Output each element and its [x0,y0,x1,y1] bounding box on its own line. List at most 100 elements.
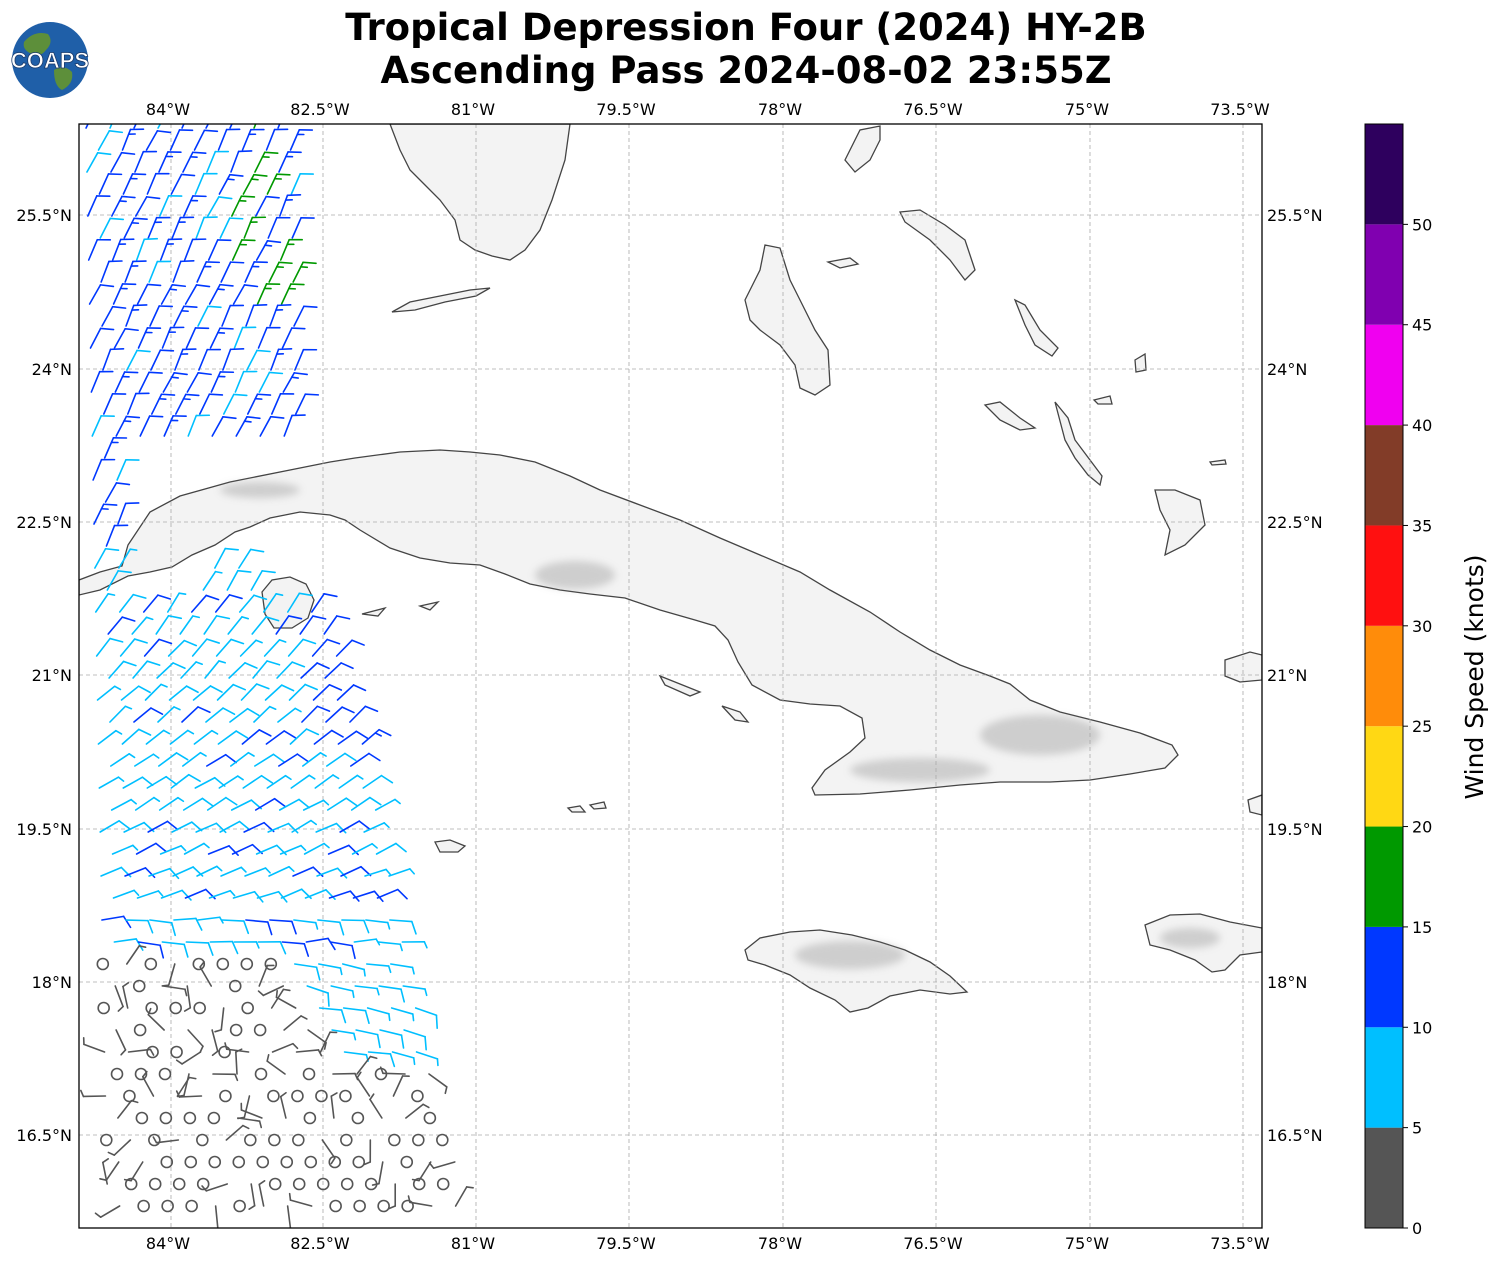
wind-barb [160,889,192,901]
wind-barb [329,941,356,960]
wind-barb [172,260,195,283]
wind-barb [248,1183,256,1210]
wind-barb [337,730,369,745]
cay-island [361,606,387,617]
lat-tick-label-right: 21°N [1267,666,1307,685]
wind-barb [195,822,227,834]
bahamas-island [898,209,976,281]
wind-barb [121,128,145,151]
bahamas-island [1224,651,1262,683]
colorbar-bin [1365,926,1403,1028]
wind-barb [356,1071,371,1097]
wind-barb [323,615,351,635]
wind-barb [97,130,124,151]
wind-barb [145,130,172,151]
wind-barb [122,776,154,789]
cay-island [417,600,441,611]
wind-barb [403,1029,427,1051]
wind-barb [414,1007,438,1030]
calm-marker [329,1199,342,1213]
calm-marker [241,1001,254,1015]
wind-barb [203,615,231,635]
wind-barb [379,1066,406,1075]
calm-marker [161,1199,174,1213]
wind-barb [279,1091,287,1119]
calm-marker [133,1023,147,1037]
wind-barb [369,1093,383,1119]
wind-barb [222,348,245,371]
wind-barb [286,592,314,613]
wind-barb [218,775,244,789]
wind-barb [159,195,183,217]
wind-barb [151,393,176,415]
lon-tick-label-top: 75°W [1065,100,1109,119]
wind-barb [143,638,173,657]
wind-barb [219,217,244,239]
wind-barb [328,890,360,902]
wind-barb [214,1007,225,1033]
wind-barb [179,615,200,635]
wind-barb [158,796,185,811]
wind-barb [171,821,203,833]
wind-barb [231,239,256,261]
calm-marker [291,1089,304,1103]
wind-barb [175,1051,202,1065]
wind-barb [278,753,309,767]
lon-tick-label-top: 84°W [146,100,190,119]
wind-barb [135,196,161,217]
calm-marker [436,1133,449,1147]
wind-barb [197,305,222,327]
wind-barb [88,284,115,305]
cayman-island [588,801,607,810]
wind-barb [354,985,380,996]
wind-barb [291,217,315,239]
wind-barb [217,730,249,745]
wind-barb [405,1103,430,1119]
wind-barb [210,371,235,393]
wind-barb [278,151,302,173]
wind-barb [196,261,221,283]
wind-barb [158,752,189,767]
wind-barb [238,594,268,613]
wind-barb [124,260,147,283]
wind-barb [192,685,223,701]
wind-barb [115,1029,127,1056]
wind-barb [135,842,167,855]
wind-barb [183,985,192,1012]
wind-barb [244,867,271,877]
lat-tick-label-left: 22.5°N [16,513,72,532]
wind-barb [208,283,234,305]
wind-barb [162,985,188,997]
wind-barb [90,370,114,393]
wind-barb [294,393,320,415]
lon-tick-label-top: 73.5°W [1210,100,1270,119]
wind-barb [183,842,210,855]
wind-barb [111,238,135,261]
calm-marker [124,1177,138,1191]
wind-barb [195,216,218,239]
wind-barb [312,683,343,701]
wind-barb [374,798,401,811]
wind-barb [176,1076,197,1097]
wind-barb [95,637,124,657]
wind-barb [289,129,314,151]
wind-barb [94,547,120,569]
wind-barb [242,774,274,789]
wind-barb [303,842,330,855]
wind-barb [181,706,211,723]
colorbar-tick-label: 30 [1412,617,1432,636]
wind-barb [324,662,354,679]
wind-barb [363,1139,372,1166]
wind-barb [208,889,236,899]
wind-barb [342,1007,370,1025]
wind-barb [256,283,281,305]
wind-barb [206,796,238,811]
wind-barb [134,796,161,811]
wind-barb [225,1124,250,1141]
wind-barb [290,173,314,195]
map-frame [78,123,1263,1229]
wind-barb [275,990,297,1009]
calm-marker [193,1001,206,1015]
svg-text:COAPS: COAPS [11,48,89,73]
title-line-2: Ascending Pass 2024-08-02 23:55Z [380,49,1112,92]
